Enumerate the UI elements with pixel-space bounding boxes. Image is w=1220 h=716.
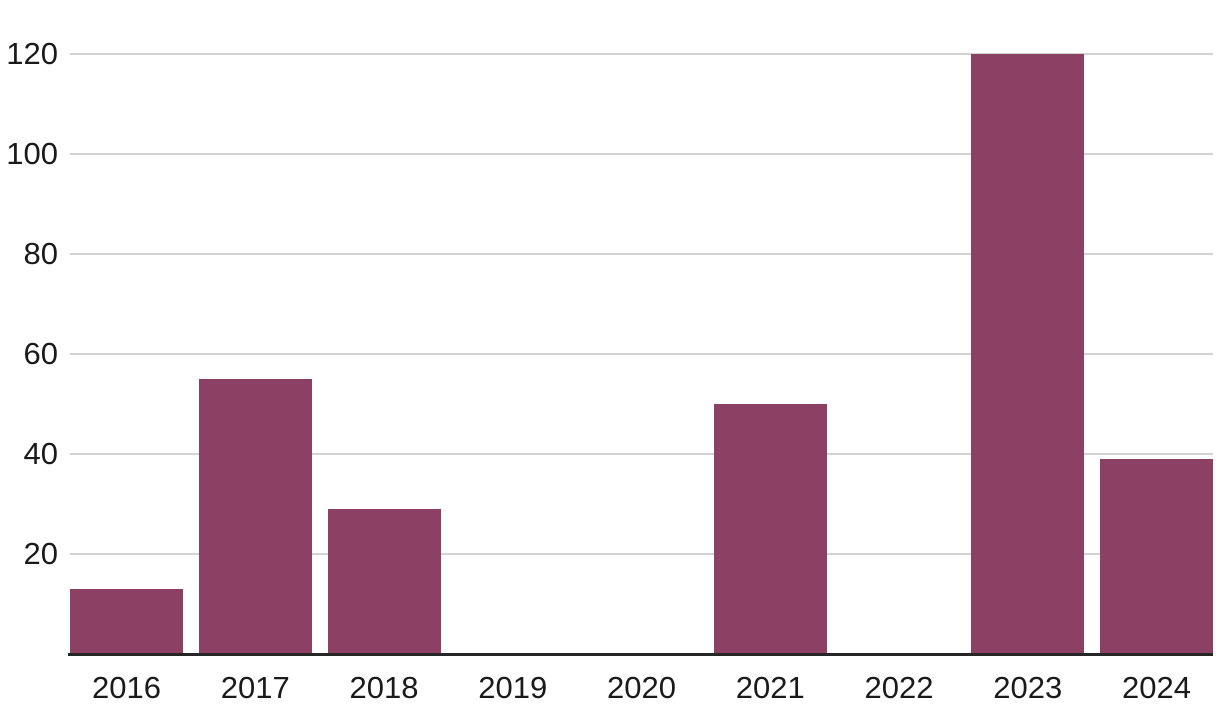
y-tick-label: 40 — [23, 436, 58, 471]
x-tick-label: 2021 — [735, 670, 805, 705]
bar-2024 — [1100, 459, 1213, 654]
x-tick-label: 2022 — [864, 670, 934, 705]
bar-2023 — [971, 54, 1085, 654]
bar-2016 — [70, 589, 183, 654]
y-tick-label: 60 — [23, 336, 58, 371]
x-tick-label: 2017 — [220, 670, 290, 705]
gridline-y-120 — [70, 53, 1213, 55]
x-tick-label: 2018 — [349, 670, 419, 705]
bar-2021 — [713, 404, 827, 654]
y-tick-label: 80 — [23, 236, 58, 271]
gridline-y-20 — [70, 553, 1213, 555]
gridline-y-60 — [70, 353, 1213, 355]
gridline-y-40 — [70, 453, 1213, 455]
y-tick-label: 100 — [6, 136, 58, 171]
plot-area — [68, 0, 1213, 656]
x-tick-label: 2019 — [478, 670, 548, 705]
gridline-y-100 — [70, 153, 1213, 155]
x-tick-label: 2016 — [92, 670, 161, 705]
x-tick-label: 2023 — [993, 670, 1063, 705]
y-tick-label: 20 — [23, 536, 58, 571]
bar-2018 — [327, 509, 441, 654]
y-tick-label: 120 — [6, 36, 58, 71]
x-tick-label: 2024 — [1122, 670, 1191, 705]
x-tick-label: 2020 — [607, 670, 676, 705]
gridline-y-80 — [70, 253, 1213, 255]
bar-2017 — [198, 379, 312, 654]
x-axis-line — [68, 653, 1213, 656]
